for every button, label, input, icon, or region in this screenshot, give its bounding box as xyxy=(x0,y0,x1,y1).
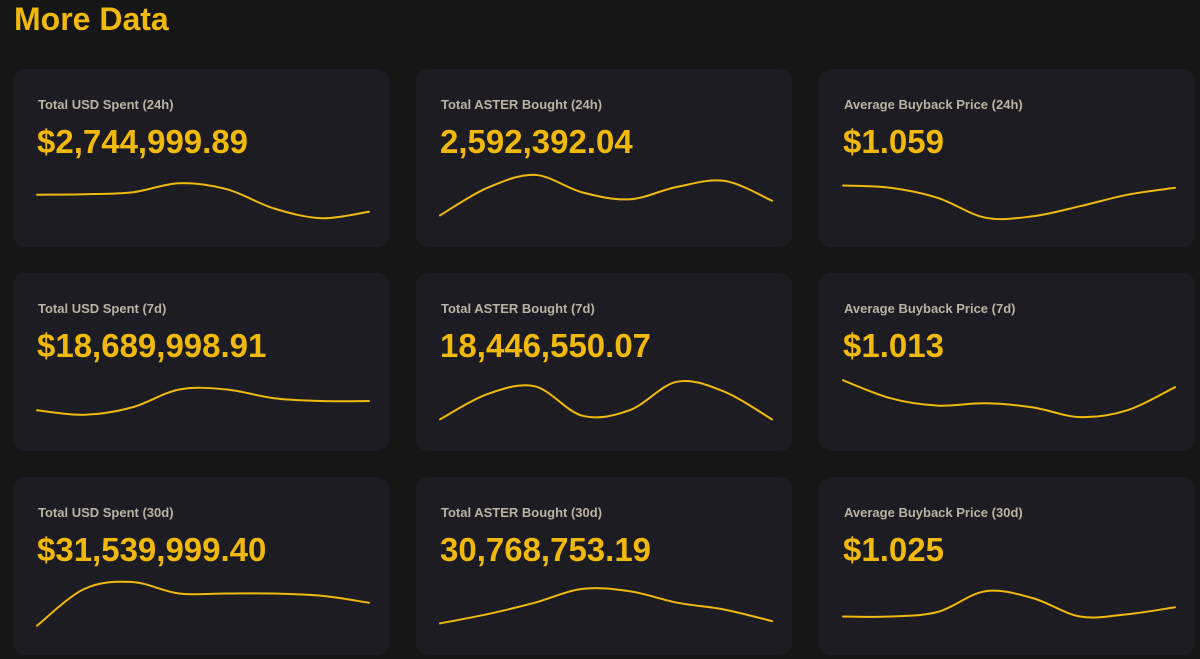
sparkline-path xyxy=(439,173,773,217)
card-label: Total ASTER Bought (24h) xyxy=(441,97,603,112)
sparkline-chart xyxy=(36,182,370,220)
card-label: Total USD Spent (24h) xyxy=(38,97,174,112)
stat-card-avg-price-24h: Average Buyback Price (24h) $1.059 xyxy=(819,69,1195,247)
card-value: $31,539,999.40 xyxy=(37,531,267,568)
stat-card-usd-spent-24h: Total USD Spent (24h) $2,744,999.89 xyxy=(13,69,389,247)
card-label: Total ASTER Bought (30d) xyxy=(441,505,603,520)
card-value: $1.059 xyxy=(843,123,944,160)
sparkline-path xyxy=(842,589,1176,619)
stat-card-usd-spent-30d: Total USD Spent (30d) $31,539,999.40 xyxy=(13,477,389,655)
stat-card-avg-price-30d: Average Buyback Price (30d) $1.025 xyxy=(819,477,1195,655)
card-value: 18,446,550.07 xyxy=(440,327,652,364)
card-label: Total USD Spent (7d) xyxy=(38,301,167,316)
card-value: 30,768,753.19 xyxy=(440,531,652,568)
sparkline-path xyxy=(36,182,370,220)
card-value: 2,592,392.04 xyxy=(440,123,633,160)
card-label: Average Buyback Price (30d) xyxy=(844,505,1023,520)
card-value: $2,744,999.89 xyxy=(37,123,249,160)
sparkline-chart xyxy=(439,379,773,421)
stat-card-aster-bought-30d: Total ASTER Bought (30d) 30,768,753.19 xyxy=(416,477,792,655)
sparkline-path xyxy=(439,587,773,625)
sparkline-path xyxy=(36,580,370,627)
sparkline-chart xyxy=(439,587,773,625)
sparkline-chart xyxy=(36,386,370,416)
card-label: Total ASTER Bought (7d) xyxy=(441,301,595,316)
card-value: $1.013 xyxy=(843,327,944,364)
card-value: $18,689,998.91 xyxy=(37,327,267,364)
card-label: Total USD Spent (30d) xyxy=(38,505,174,520)
stat-card-usd-spent-7d: Total USD Spent (7d) $18,689,998.91 xyxy=(13,273,389,451)
card-value: $1.025 xyxy=(843,531,944,568)
sparkline-path xyxy=(842,379,1176,419)
stat-card-aster-bought-24h: Total ASTER Bought (24h) 2,592,392.04 xyxy=(416,69,792,247)
card-label: Average Buyback Price (7d) xyxy=(844,301,1016,316)
sparkline-path xyxy=(439,379,773,421)
stat-card-aster-bought-7d: Total ASTER Bought (7d) 18,446,550.07 xyxy=(416,273,792,451)
section-title: More Data xyxy=(14,1,169,37)
sparkline-path xyxy=(36,386,370,416)
sparkline-chart xyxy=(842,184,1176,221)
sparkline-chart xyxy=(439,173,773,217)
stat-card-avg-price-7d: Average Buyback Price (7d) $1.013 xyxy=(819,273,1195,451)
sparkline-path xyxy=(842,184,1176,221)
sparkline-chart xyxy=(842,589,1176,619)
card-label: Average Buyback Price (24h) xyxy=(844,97,1023,112)
sparkline-chart xyxy=(842,379,1176,419)
sparkline-chart xyxy=(36,580,370,627)
